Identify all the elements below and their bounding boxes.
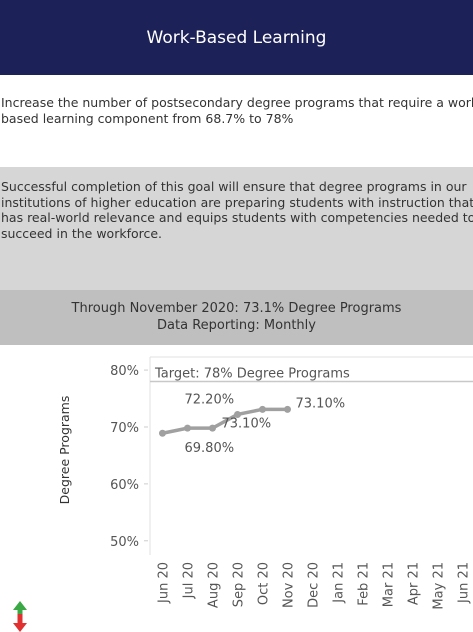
y-tick-label: 60%: [110, 478, 139, 493]
data-point: [284, 405, 291, 413]
x-tick-label: Sep 20: [232, 562, 247, 607]
status-section: Through November 2020: 73.1% Degree Prog…: [0, 290, 473, 345]
data-point: [259, 405, 266, 413]
x-tick-label: Jun 21: [457, 562, 472, 604]
series-line: [162, 407, 288, 435]
header-title: Work-Based Learning: [146, 27, 327, 48]
data-point: [234, 410, 241, 418]
data-label: 73.10%: [296, 396, 346, 411]
data-label: 73.10%: [222, 416, 272, 431]
x-tick-label: Nov 20: [282, 562, 297, 608]
x-tick-label: Dec 20: [307, 562, 322, 608]
data-label: 69.80%: [185, 441, 235, 456]
x-tick-label: Aug 20: [207, 562, 222, 608]
y-tick-label: 80%: [110, 364, 139, 379]
x-tick-label: Jun 20: [157, 562, 172, 604]
goal-text: Increase the number of postsecondary deg…: [1, 95, 473, 126]
up-arrow: [13, 601, 27, 621]
x-tick-label: Apr 21: [407, 562, 422, 605]
x-tick-label: Mar 21: [382, 562, 397, 607]
x-tick-label: Oct 20: [257, 562, 272, 605]
goal-section: Increase the number of postsecondary deg…: [0, 75, 473, 167]
data-point: [209, 424, 216, 432]
target-label: Target: 78% Degree Programs: [154, 366, 350, 381]
data-point: [184, 424, 191, 432]
description-section: Successful completion of this goal will …: [0, 167, 473, 290]
data-point: [159, 429, 166, 437]
data-label: 72.20%: [185, 392, 235, 407]
chart: Degree Programs 50% 60% 70% 80% Target: 78% …: [13, 356, 473, 632]
y-tick-label: 50%: [110, 535, 139, 550]
x-tick-label: Jul 20: [182, 562, 197, 599]
header: Work-Based Learning: [0, 0, 473, 75]
x-tick-label: Jan 21: [332, 562, 347, 604]
down-arrow: [13, 614, 27, 632]
y-axis-title: Degree Programs: [57, 396, 72, 505]
y-tick-label: 70%: [110, 421, 139, 436]
status-line: Through November 2020: 73.1% Degree Prog…: [71, 301, 402, 316]
description-text: Successful completion of this goal will …: [1, 179, 473, 241]
status-line: Data Reporting: Monthly: [157, 318, 316, 333]
x-tick-label: Feb 21: [357, 562, 372, 606]
x-tick-label: May 21: [432, 562, 447, 610]
